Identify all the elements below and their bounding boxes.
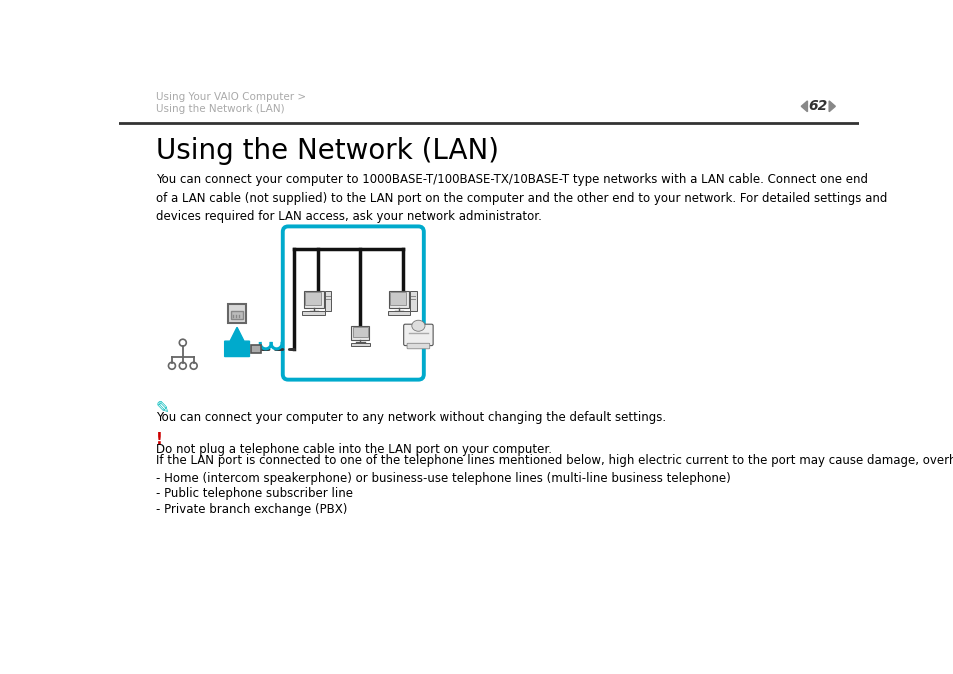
- Text: - Private branch exchange (PBX): - Private branch exchange (PBX): [155, 503, 347, 516]
- Bar: [231, 311, 243, 319]
- Text: 62: 62: [808, 99, 827, 113]
- FancyBboxPatch shape: [282, 226, 423, 379]
- Text: - Public telephone subscriber line: - Public telephone subscriber line: [155, 487, 353, 500]
- Bar: [390, 293, 406, 305]
- Text: Using the Network (LAN): Using the Network (LAN): [155, 104, 284, 114]
- Bar: [325, 291, 331, 311]
- Text: You can connect your computer to any network without changing the default settin: You can connect your computer to any net…: [155, 411, 665, 424]
- Bar: [228, 304, 246, 323]
- Text: Using Your VAIO Computer >: Using Your VAIO Computer >: [155, 92, 306, 102]
- Text: ✎: ✎: [155, 399, 170, 417]
- Bar: [389, 291, 409, 308]
- Bar: [252, 344, 261, 353]
- FancyBboxPatch shape: [407, 343, 429, 348]
- Bar: [351, 343, 370, 346]
- FancyBboxPatch shape: [403, 324, 433, 346]
- Text: If the LAN port is connected to one of the telephone lines mentioned below, high: If the LAN port is connected to one of t…: [155, 454, 953, 466]
- Bar: [351, 326, 369, 340]
- Ellipse shape: [412, 320, 424, 331]
- Bar: [303, 291, 323, 308]
- Text: You can connect your computer to 1000BASE-T/100BASE-TX/10BASE-T type networks wi: You can connect your computer to 1000BAS…: [155, 173, 886, 223]
- Polygon shape: [224, 328, 249, 357]
- Bar: [410, 291, 416, 311]
- Text: !: !: [155, 432, 162, 447]
- Bar: [302, 311, 325, 315]
- Bar: [305, 293, 320, 305]
- Text: Do not plug a telephone cable into the LAN port on your computer.: Do not plug a telephone cable into the L…: [155, 443, 551, 456]
- Bar: [353, 327, 368, 337]
- Text: Using the Network (LAN): Using the Network (LAN): [155, 137, 498, 165]
- Bar: [387, 311, 410, 315]
- Polygon shape: [801, 101, 806, 112]
- Polygon shape: [828, 101, 835, 112]
- Text: - Home (intercom speakerphone) or business-use telephone lines (multi-line busin: - Home (intercom speakerphone) or busine…: [155, 472, 730, 485]
